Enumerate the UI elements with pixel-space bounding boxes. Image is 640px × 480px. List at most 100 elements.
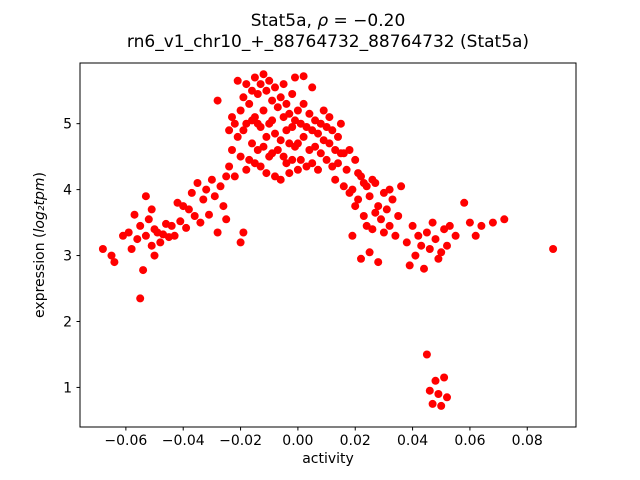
chart-subtitle: rn6_v1_chr10_+_88764732_88764732 (Stat5a… xyxy=(126,32,530,52)
data-point xyxy=(196,218,205,227)
data-point xyxy=(124,228,133,237)
data-point xyxy=(428,218,437,227)
data-point xyxy=(279,80,288,89)
data-point xyxy=(205,210,213,219)
x-tick-label: −0.06 xyxy=(104,433,147,449)
x-tick-label: 0.06 xyxy=(454,433,485,449)
data-point xyxy=(471,231,480,240)
data-point xyxy=(262,132,271,141)
data-point xyxy=(156,238,165,247)
data-point xyxy=(276,93,285,102)
data-point xyxy=(288,90,297,98)
data-point xyxy=(391,231,400,240)
data-point xyxy=(282,159,291,168)
y-tick-label: 4 xyxy=(63,183,72,199)
data-point xyxy=(262,169,271,178)
data-point xyxy=(336,119,345,128)
data-point xyxy=(328,126,337,135)
x-tick-label: −0.04 xyxy=(162,433,205,449)
data-point xyxy=(259,70,268,79)
data-point xyxy=(434,390,443,398)
title-block: Stat5a, ρ = −0.20 rn6_v1_chr10_+_8876473… xyxy=(80,11,576,53)
x-tick-label: 0.00 xyxy=(282,433,313,449)
data-point xyxy=(207,175,216,184)
data-point xyxy=(282,126,291,135)
data-point xyxy=(230,119,239,128)
data-point xyxy=(354,195,363,204)
data-point xyxy=(460,198,469,207)
data-point xyxy=(110,258,119,267)
data-point xyxy=(268,116,277,125)
data-point xyxy=(127,245,136,253)
data-point xyxy=(236,152,245,161)
data-point xyxy=(170,231,179,240)
data-point xyxy=(437,401,446,410)
data-point xyxy=(549,245,558,253)
data-point xyxy=(342,165,351,174)
data-point xyxy=(213,96,222,105)
data-point xyxy=(371,179,380,187)
data-point xyxy=(385,185,394,194)
data-point xyxy=(422,350,431,359)
data-point xyxy=(273,103,282,112)
data-point xyxy=(431,235,440,244)
data-point xyxy=(242,165,251,174)
data-point xyxy=(182,223,191,232)
data-point xyxy=(256,162,265,171)
data-point xyxy=(285,109,294,118)
data-point xyxy=(139,266,148,275)
data-point xyxy=(296,155,305,164)
axes-frame xyxy=(79,62,577,428)
y-axis-label: expression (log₂tpm) xyxy=(32,172,48,318)
data-point xyxy=(130,210,139,219)
data-point xyxy=(262,86,271,95)
data-point xyxy=(230,172,239,181)
data-point xyxy=(325,113,334,122)
data-point xyxy=(377,215,385,224)
data-point xyxy=(233,76,242,85)
data-point xyxy=(402,238,411,247)
data-point xyxy=(417,241,426,250)
x-tick-label: 0.08 xyxy=(512,433,543,449)
data-point xyxy=(451,231,460,240)
data-point xyxy=(176,217,185,226)
data-point xyxy=(141,192,150,201)
data-point xyxy=(147,205,156,214)
data-point xyxy=(144,215,153,224)
data-point xyxy=(293,139,302,148)
data-point xyxy=(316,119,325,128)
data-point xyxy=(351,155,360,164)
data-point xyxy=(271,129,279,138)
data-point xyxy=(334,159,342,168)
data-point xyxy=(98,245,107,253)
data-point xyxy=(308,83,317,92)
data-point xyxy=(225,162,234,171)
chart-title: Stat5a, ρ = −0.20 xyxy=(250,11,406,31)
data-point xyxy=(190,212,199,220)
data-point xyxy=(322,155,331,164)
data-point xyxy=(408,221,417,230)
data-point xyxy=(285,169,294,178)
data-point xyxy=(437,248,446,257)
data-point xyxy=(225,126,234,135)
data-point xyxy=(187,188,196,197)
data-point xyxy=(465,218,474,227)
data-point xyxy=(365,248,374,257)
data-point xyxy=(245,99,254,108)
data-point xyxy=(348,185,357,194)
data-point xyxy=(314,129,322,138)
data-point xyxy=(228,113,236,122)
data-point xyxy=(379,228,388,237)
data-point xyxy=(371,208,380,217)
data-point xyxy=(374,258,383,267)
data-point xyxy=(368,225,377,234)
data-point xyxy=(339,182,348,191)
data-point xyxy=(279,152,288,161)
data-point xyxy=(293,106,302,115)
x-tick-label: 0.04 xyxy=(397,433,428,449)
data-point xyxy=(385,221,394,230)
data-point xyxy=(431,376,440,385)
x-tick-label: 0.02 xyxy=(340,433,371,449)
data-point xyxy=(299,72,308,81)
